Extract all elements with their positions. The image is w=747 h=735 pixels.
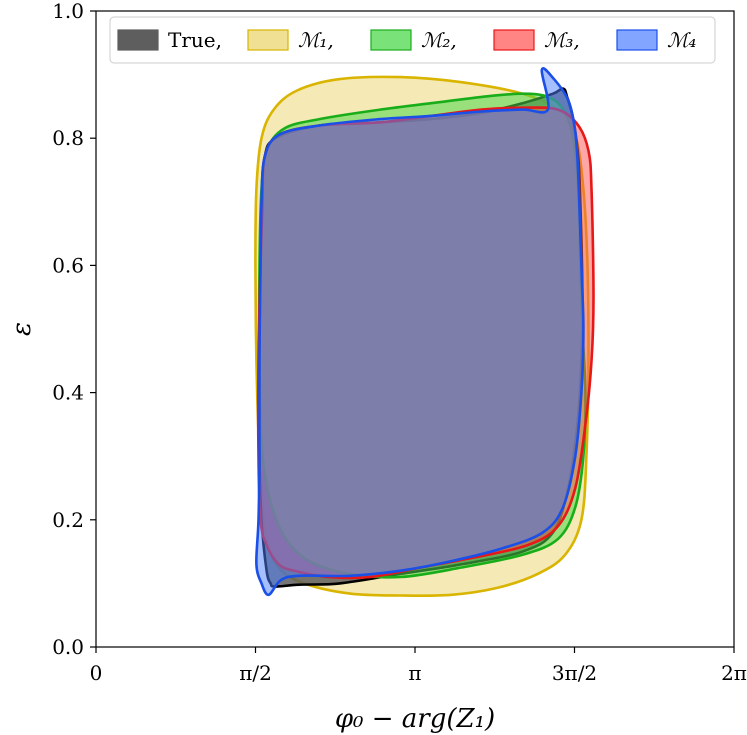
y-tick-label: 0.2 bbox=[52, 508, 84, 532]
series-layer bbox=[254, 67, 595, 598]
legend-swatch-m3 bbox=[493, 29, 535, 51]
x-tick-label: 2π bbox=[721, 661, 747, 685]
legend-label-true: True, bbox=[168, 28, 222, 52]
legend-label-m3: ℳ₃, bbox=[544, 28, 580, 52]
legend: True, ℳ₁, ℳ₂, ℳ₃, ℳ₄ bbox=[109, 16, 716, 64]
legend-box bbox=[109, 16, 716, 64]
legend-label-m1: ℳ₁, bbox=[298, 28, 334, 52]
y-tick-label: 0.0 bbox=[52, 635, 84, 659]
legend-label-m4: ℳ₄ bbox=[667, 28, 696, 52]
x-axis-ticks: 0 π/2 π 3π/2 2π bbox=[90, 647, 747, 685]
legend-swatch-m2 bbox=[370, 29, 412, 51]
x-axis-label: φ₀ − arg(Z₁) bbox=[335, 704, 495, 734]
y-tick-label: 0.4 bbox=[52, 381, 84, 405]
legend-swatch-m1 bbox=[247, 29, 289, 51]
x-tick-label: π bbox=[408, 661, 421, 685]
y-tick-label: 0.6 bbox=[52, 253, 84, 277]
x-tick-label: π/2 bbox=[239, 661, 272, 685]
legend-swatch-m4 bbox=[616, 29, 658, 51]
x-tick-label: 3π/2 bbox=[552, 661, 597, 685]
y-axis-ticks: 0.0 0.2 0.4 0.6 0.8 1.0 bbox=[52, 0, 96, 659]
legend-swatch-true bbox=[117, 29, 159, 51]
y-tick-label: 1.0 bbox=[52, 0, 84, 23]
legend-label-m2: ℳ₂, bbox=[421, 28, 457, 52]
region-m4 bbox=[255, 67, 585, 597]
x-tick-label: 0 bbox=[90, 661, 103, 685]
y-axis-label: ε bbox=[7, 322, 37, 336]
y-tick-label: 0.8 bbox=[52, 126, 84, 150]
